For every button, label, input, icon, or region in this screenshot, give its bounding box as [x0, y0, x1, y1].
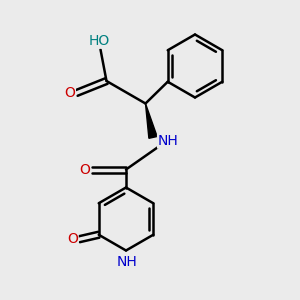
- Text: O: O: [80, 163, 90, 176]
- Text: HO: HO: [88, 34, 110, 48]
- Text: O: O: [67, 232, 78, 246]
- Text: NH: NH: [117, 255, 138, 269]
- Polygon shape: [146, 103, 157, 138]
- Text: NH: NH: [158, 134, 178, 148]
- Text: O: O: [64, 86, 75, 100]
